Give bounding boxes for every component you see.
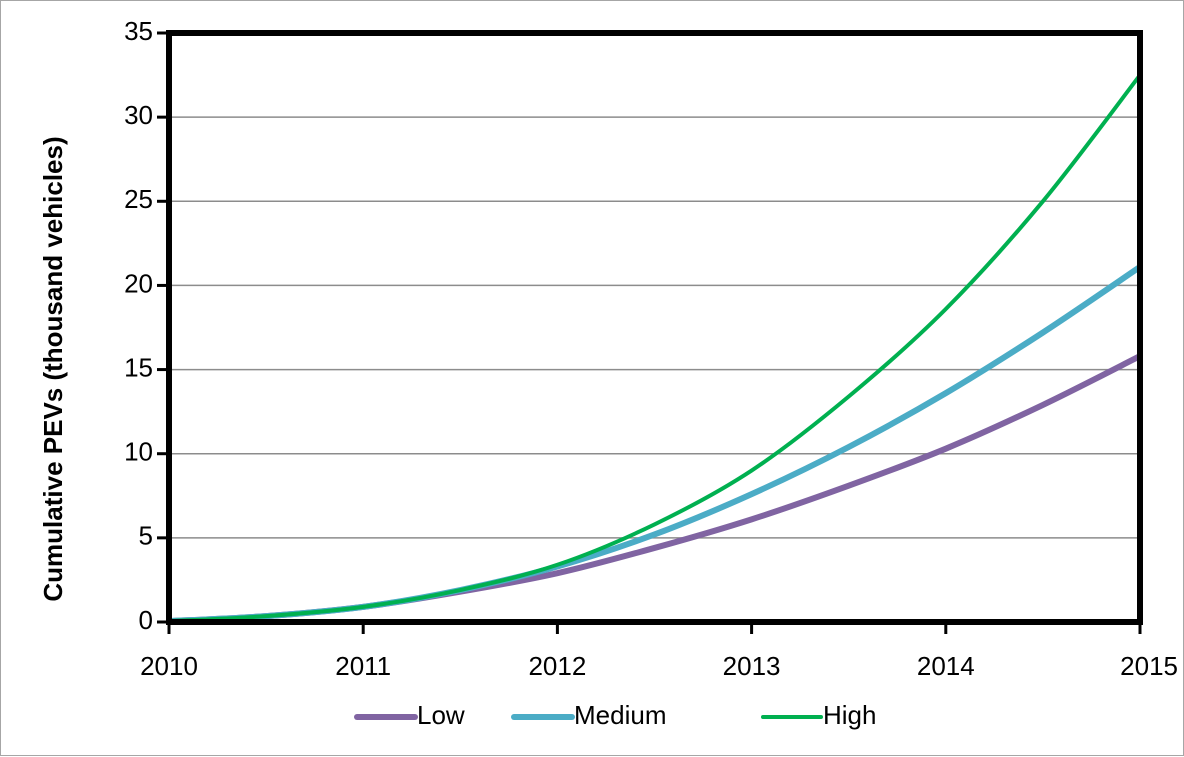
y-tick-label: 10 [124,437,153,467]
series-line-high [167,73,1142,624]
y-axis-title: Cumulative PEVs (thousand vehicles) [38,136,68,601]
y-tick-label: 15 [124,352,153,382]
series-lines [166,73,1143,625]
legend: Low Medium High [354,700,876,730]
x-tick-label: 2013 [723,651,781,681]
y-tick-label: 25 [124,184,153,214]
x-tick-label: 2015 [1120,651,1178,681]
y-tick-label: 20 [124,268,153,298]
legend-label-low: Low [417,700,465,730]
x-axis: 2010 2011 2012 2013 2014 2015 [140,622,1178,681]
y-tick-label: 30 [124,100,153,130]
x-tick-label: 2011 [335,651,391,681]
x-tick-label: 2012 [528,651,586,681]
legend-label-medium: Medium [574,700,666,730]
y-axis: 0 5 10 15 20 25 30 35 [124,16,169,635]
x-tick-label: 2014 [917,651,975,681]
series-line-medium [166,263,1143,625]
y-tick-label: 0 [139,605,153,635]
legend-label-high: High [823,700,876,730]
x-tick-label: 2010 [140,651,198,681]
gridlines [169,116,1140,539]
y-tick-label: 35 [124,16,153,46]
y-tick-label: 5 [139,521,153,551]
series-line-low [166,353,1143,625]
plot-area-frame [166,30,1143,625]
